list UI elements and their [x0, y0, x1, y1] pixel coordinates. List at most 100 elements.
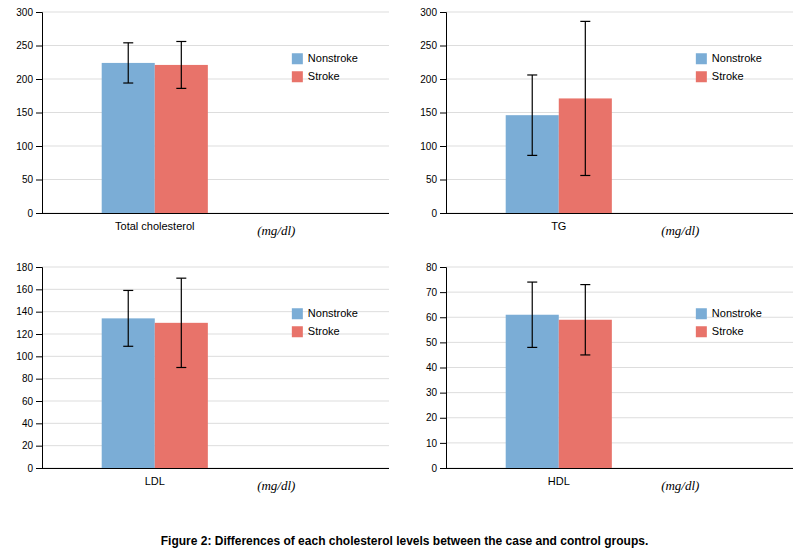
tick-mark [440, 393, 446, 394]
error-cap [123, 82, 133, 83]
tick-label: HDL [548, 475, 570, 487]
tick-mark [440, 146, 446, 147]
y-axis: 01020304050607080 [426, 262, 447, 474]
legend: NonstrokeStroke [292, 52, 358, 82]
tick-mark [36, 213, 42, 214]
tick: 100 [16, 141, 42, 152]
tick-label: 200 [420, 74, 437, 85]
grid [42, 267, 389, 468]
tick-label: 80 [426, 262, 438, 273]
error-line [128, 290, 129, 346]
tick-label: 50 [426, 337, 438, 348]
tick-mark [440, 12, 446, 13]
error-cap [123, 290, 133, 291]
error-cap [176, 41, 186, 42]
error-bar [527, 75, 537, 155]
error-line [532, 282, 533, 347]
grid [42, 12, 389, 213]
axis-line [440, 13, 447, 214]
tick: 160 [16, 284, 42, 295]
tick: 20 [22, 440, 42, 451]
error-line [181, 278, 182, 367]
tick: TG [551, 220, 566, 232]
error-cap [527, 155, 537, 156]
error-cap [176, 278, 186, 279]
grid-line [446, 179, 793, 180]
grid-line [446, 112, 793, 113]
tick-label: 10 [426, 438, 438, 449]
grid-line [42, 267, 389, 268]
legend-label: Stroke [308, 70, 340, 82]
error-line [585, 21, 586, 175]
tick-mark [36, 446, 42, 447]
grid-line [446, 468, 793, 469]
tick-label: 300 [420, 7, 437, 18]
annotation: (mg/dl) [661, 478, 699, 493]
error-bar [580, 285, 590, 355]
grid-line [42, 213, 389, 214]
grid-line [446, 146, 793, 147]
tick-mark [440, 468, 446, 469]
axis-line [42, 468, 389, 469]
y-axis: 020406080100120140160180 [16, 262, 42, 474]
annotation: (mg/dl) [257, 223, 295, 238]
grid-line [446, 392, 793, 393]
tick-label: 50 [22, 174, 34, 185]
tick-mark [36, 46, 42, 47]
annotation: (mg/dl) [661, 223, 699, 238]
tick-mark [36, 334, 42, 335]
tick-label: 60 [22, 396, 34, 407]
tick: 40 [22, 418, 42, 429]
tick-mark [440, 418, 446, 419]
error-cap [527, 281, 537, 282]
error-cap [580, 175, 590, 176]
legend-swatch [696, 53, 707, 64]
error-bar [123, 290, 133, 346]
grid-line [446, 342, 793, 343]
caption: Figure 2: Differences of each cholestero… [161, 534, 648, 548]
tick-label: 60 [426, 312, 438, 323]
tick-label: 0 [27, 463, 33, 474]
axis-line [440, 268, 447, 469]
tick-mark [440, 267, 446, 268]
tick: 150 [420, 107, 446, 118]
tick-mark [440, 368, 446, 369]
legend-swatch [292, 53, 303, 64]
x-axis: LDL [42, 469, 389, 487]
axis-line [446, 213, 793, 214]
grid-line [42, 468, 389, 469]
error-bar [176, 41, 186, 88]
error-cap [580, 354, 590, 355]
legend-item: Nonstroke [696, 52, 762, 64]
tick-label: 120 [16, 329, 33, 340]
bar [102, 63, 155, 213]
tick: 300 [16, 7, 42, 18]
tick-label: 0 [431, 463, 437, 474]
grid-line [42, 356, 389, 357]
legend-label: Stroke [712, 70, 744, 82]
tick: 0 [27, 208, 42, 219]
error-cap [176, 367, 186, 368]
legend-label: Nonstroke [712, 307, 762, 319]
panel: 050100150200250300Total cholesterol(mg/d… [16, 7, 389, 238]
legend-swatch [292, 326, 303, 337]
tick-label: 200 [16, 74, 33, 85]
tick: 0 [27, 463, 42, 474]
legend-swatch [696, 326, 707, 337]
plot-area [506, 282, 612, 468]
tick-label: TG [551, 220, 566, 232]
grid-line [42, 445, 389, 446]
error-line [532, 75, 533, 155]
legend-item: Nonstroke [292, 307, 358, 319]
tick: 10 [426, 438, 446, 449]
x-axis: HDL [446, 469, 793, 487]
grid-line [446, 292, 793, 293]
tick: LDL [145, 475, 165, 487]
grid-line [446, 417, 793, 418]
error-cap [176, 88, 186, 89]
error-bar [176, 278, 186, 367]
tick: 100 [420, 141, 446, 152]
tick: 0 [431, 208, 446, 219]
tick-mark [440, 213, 446, 214]
tick: 50 [426, 337, 446, 348]
